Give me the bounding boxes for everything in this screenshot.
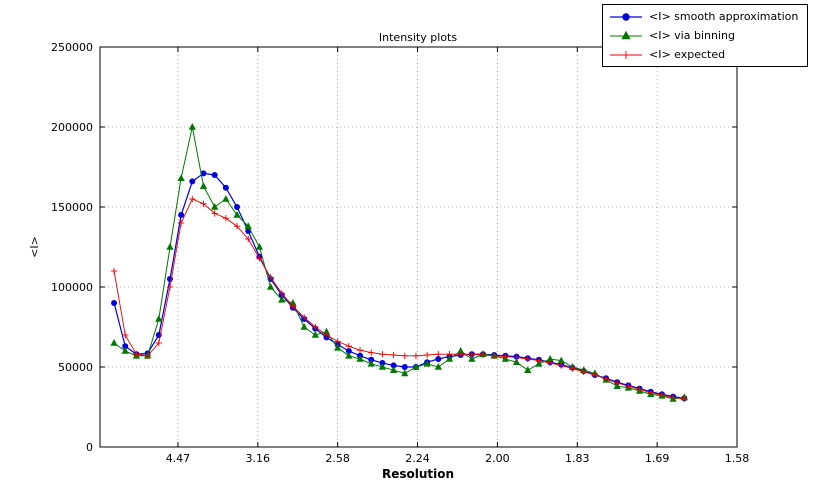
y-axis-label: <I> — [28, 236, 41, 258]
data-point-triangle — [378, 363, 387, 370]
x-tick-label: 4.47 — [166, 452, 191, 465]
legend-marker-circle-icon — [610, 12, 642, 21]
data-point-circle — [211, 172, 218, 178]
x-tick-label: 1.69 — [645, 452, 670, 465]
legend-item-via-binning: <I> via binning — [609, 27, 798, 44]
x-tick-label: 3.16 — [246, 452, 271, 465]
data-point-triangle — [278, 295, 286, 303]
data-point-circle — [222, 184, 229, 191]
data-point-triangle — [389, 366, 398, 373]
data-point-triangle — [423, 359, 431, 367]
data-point-triangle — [177, 174, 185, 181]
data-point-triangle — [121, 347, 129, 354]
series-line-circle — [113, 172, 685, 399]
data-point-circle — [189, 178, 196, 185]
series-line-plus — [113, 198, 685, 400]
series-line-triangle — [113, 126, 685, 400]
data-point-triangle — [367, 359, 375, 367]
x-tick-label: 1.58 — [725, 452, 750, 465]
x-axis-label: Resolution — [382, 467, 454, 481]
data-point-triangle — [356, 355, 364, 362]
legend-label: <I> expected — [649, 48, 726, 61]
legend-marker-triangle-icon — [610, 30, 642, 39]
data-point-triangle — [110, 339, 118, 346]
data-point-triangle — [434, 363, 442, 370]
data-point-triangle — [334, 343, 342, 351]
data-point-triangle — [188, 123, 196, 130]
data-point-circle — [178, 212, 185, 218]
legend-label: <I> smooth approximation — [649, 10, 799, 23]
data-point-triangle — [512, 358, 521, 365]
legend: <I> smooth approximation <I> via binning… — [602, 4, 809, 67]
data-point-circle — [435, 356, 442, 362]
data-point-triangle — [445, 355, 454, 362]
data-point-triangle — [524, 366, 532, 373]
data-point-triangle — [557, 356, 565, 364]
data-point-circle — [345, 348, 352, 354]
data-point-triangle — [211, 203, 219, 210]
data-point-triangle — [345, 351, 353, 359]
x-tick-label: 2.58 — [325, 452, 350, 465]
data-point-triangle — [255, 243, 264, 250]
data-point-circle — [234, 204, 241, 210]
legend-marker-plus-icon — [610, 50, 642, 59]
data-point-triangle — [546, 355, 554, 362]
data-point-triangle — [166, 243, 174, 250]
data-point-triangle — [412, 363, 420, 370]
data-point-circle — [111, 300, 118, 306]
data-point-circle — [200, 170, 207, 177]
data-point-triangle — [244, 222, 252, 229]
chart-title: Intensity plots — [379, 31, 457, 44]
data-point-triangle — [222, 195, 230, 202]
data-point-circle — [401, 364, 408, 370]
y-tick-label: 150000 — [51, 201, 93, 214]
legend-item-expected: <I> expected — [609, 46, 798, 63]
data-point-triangle — [468, 355, 476, 362]
data-point-circle — [390, 362, 397, 369]
data-point-triangle — [322, 327, 331, 335]
data-point-triangle — [266, 283, 275, 290]
data-point-triangle — [199, 182, 208, 189]
data-point-triangle — [457, 347, 465, 354]
data-point-circle — [122, 343, 129, 350]
legend-item-smooth-approximation: <I> smooth approximation — [609, 8, 798, 25]
x-tick-label: 2.00 — [485, 452, 510, 465]
legend-label: <I> via binning — [649, 29, 735, 42]
y-tick-label: 0 — [86, 441, 93, 454]
data-point-triangle — [401, 369, 409, 377]
y-tick-label: 200000 — [51, 121, 93, 134]
data-point-triangle — [300, 323, 308, 330]
y-tick-label: 100000 — [51, 281, 93, 294]
y-tick-label: 250000 — [51, 41, 93, 54]
x-tick-label: 2.24 — [405, 452, 430, 465]
data-point-triangle — [311, 331, 319, 338]
y-tick-label: 50000 — [58, 361, 93, 374]
data-point-triangle — [233, 211, 241, 218]
plot-border — [99, 46, 738, 448]
x-tick-label: 1.83 — [565, 452, 590, 465]
data-point-triangle — [155, 315, 163, 322]
